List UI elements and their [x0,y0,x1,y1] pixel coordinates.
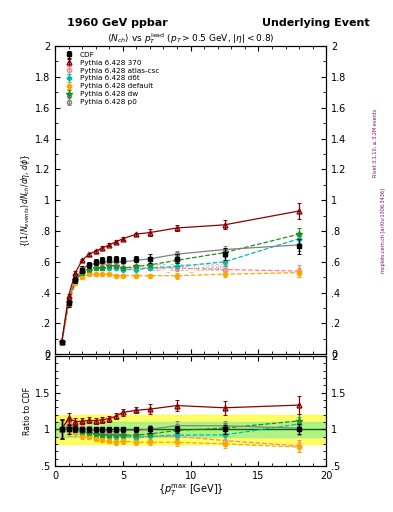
Title: $\langle N_{ch}\rangle$ vs $p_T^{\rm lead}$ ($p_T > 0.5$ GeV, $|\eta| < 0.8$): $\langle N_{ch}\rangle$ vs $p_T^{\rm lea… [107,31,274,46]
Text: 1960 GeV ppbar: 1960 GeV ppbar [67,18,167,28]
X-axis label: $\{p_T^{\rm max}$ [GeV]$\}$: $\{p_T^{\rm max}$ [GeV]$\}$ [158,482,224,498]
Bar [55,415,326,444]
Y-axis label: $\{(1/N_{events})\,dN_{ch}/d\eta,\,d\phi\}$: $\{(1/N_{events})\,dN_{ch}/d\eta,\,d\phi… [19,154,32,247]
Text: CDF_2015_I1388868: CDF_2015_I1388868 [151,264,230,272]
Text: Rivet 3.1.10, ≥ 3.2M events: Rivet 3.1.10, ≥ 3.2M events [373,109,378,178]
Legend: CDF, Pythia 6.428 370, Pythia 6.428 atlas-csc, Pythia 6.428 d6t, Pythia 6.428 de: CDF, Pythia 6.428 370, Pythia 6.428 atla… [59,50,161,107]
Y-axis label: Ratio to CDF: Ratio to CDF [23,387,32,435]
Text: mcplots.cern.ch [arXiv:1306.3436]: mcplots.cern.ch [arXiv:1306.3436] [381,188,386,273]
Text: Underlying Event: Underlying Event [262,18,369,28]
Bar [55,422,326,437]
